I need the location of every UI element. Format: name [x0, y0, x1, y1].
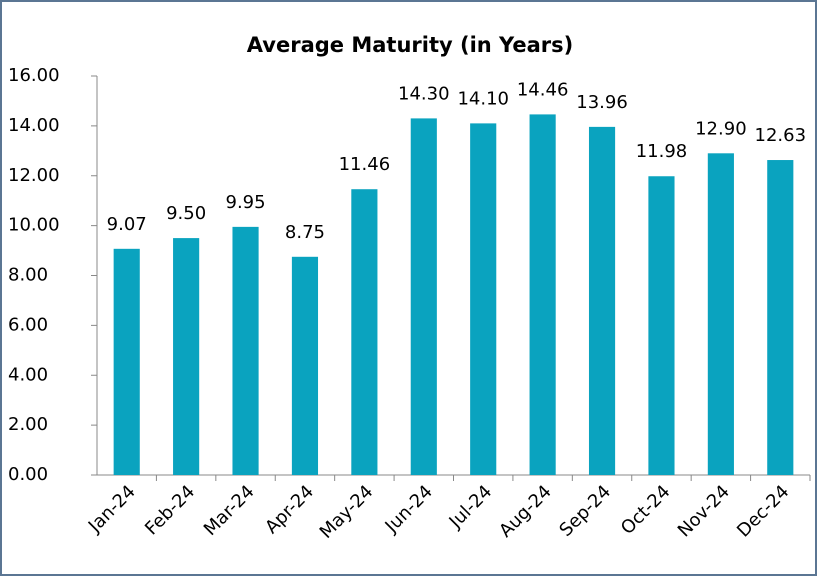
y-tick-label: 10.00 — [8, 215, 60, 236]
bar — [291, 256, 319, 475]
bar — [588, 126, 616, 475]
bar — [113, 248, 140, 475]
bar — [232, 226, 259, 475]
value-label: 14.46 — [517, 79, 569, 100]
value-label: 9.07 — [107, 214, 147, 235]
bar — [767, 160, 794, 475]
y-tick-label: 14.00 — [8, 115, 60, 136]
y-tick-label: 4.00 — [8, 364, 48, 385]
bar — [470, 123, 497, 475]
bar — [648, 176, 675, 475]
bar — [410, 118, 437, 476]
y-tick-label: 2.00 — [8, 414, 48, 435]
y-tick-label: 8.00 — [8, 265, 48, 286]
chart-title: Average Maturity (in Years) — [247, 33, 573, 57]
bar — [351, 189, 378, 475]
value-label: 8.75 — [285, 222, 325, 243]
bar — [707, 153, 734, 475]
value-label: 9.95 — [226, 192, 266, 213]
y-tick-label: 12.00 — [8, 165, 60, 186]
bar — [529, 114, 556, 475]
value-label: 13.96 — [576, 92, 628, 113]
value-label: 9.50 — [166, 203, 206, 224]
y-tick-label: 0.00 — [8, 464, 48, 485]
value-label: 11.98 — [636, 141, 688, 162]
bar — [173, 238, 200, 475]
value-label: 12.63 — [755, 125, 807, 146]
value-label: 14.10 — [457, 88, 509, 109]
value-label: 12.90 — [695, 118, 747, 139]
value-label: 14.30 — [398, 83, 450, 104]
y-tick-label: 16.00 — [8, 65, 60, 86]
value-label: 11.46 — [339, 154, 391, 175]
y-tick-label: 6.00 — [8, 314, 48, 335]
